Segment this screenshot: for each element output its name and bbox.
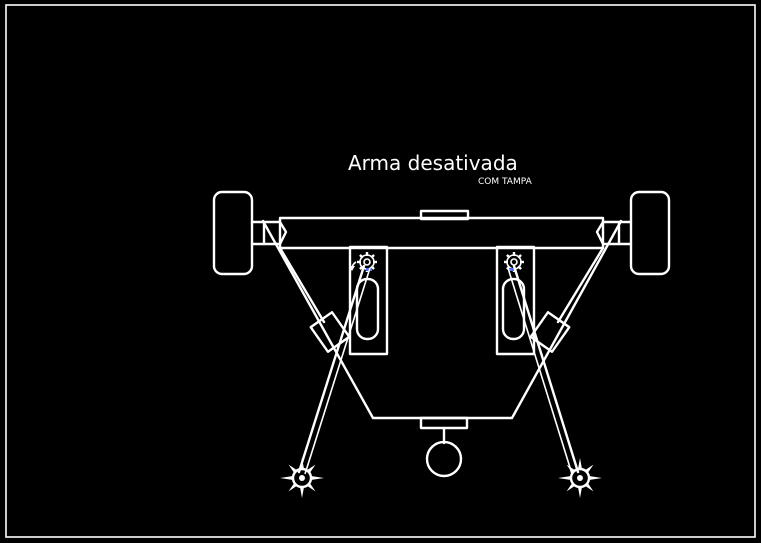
- right-chain: [507, 264, 580, 475]
- gear-icon: [357, 252, 377, 272]
- diagram-title: Arma desativada: [348, 151, 518, 175]
- top-lid-bump: [419, 209, 470, 221]
- right-hinge-block: [529, 311, 571, 353]
- left-wheel: [212, 190, 266, 276]
- tail-ball: [425, 440, 463, 478]
- tail-mount: [419, 416, 469, 430]
- right-compartment: [495, 245, 536, 356]
- chassis-inner-right: [556, 246, 605, 324]
- chassis-body: [261, 219, 623, 420]
- spiked-ball-icon: [280, 458, 324, 498]
- right-gear-accent: [508, 268, 514, 271]
- chassis-top-bar: [278, 216, 605, 250]
- outer-frame: [5, 4, 756, 538]
- rotation-arrow-head: [349, 266, 355, 271]
- right-wheel: [617, 190, 671, 276]
- chassis-inner-left: [278, 246, 326, 324]
- spiked-ball-icon: [558, 458, 602, 498]
- diagram-subtitle: COM TAMPA: [478, 177, 533, 187]
- left-chain: [297, 264, 371, 475]
